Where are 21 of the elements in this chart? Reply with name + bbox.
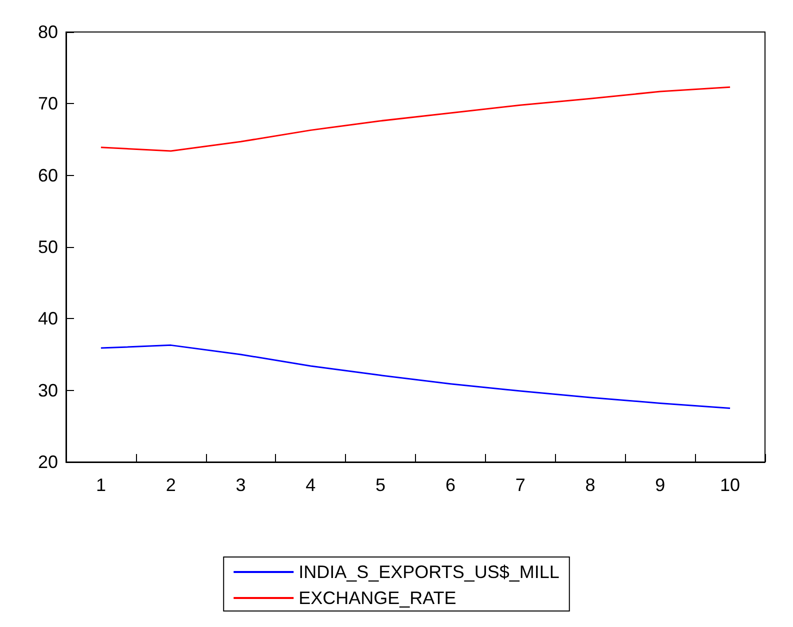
x-tick-label: 5: [376, 475, 386, 495]
y-tick-label: 20: [38, 452, 58, 472]
y-tick-label: 70: [38, 94, 58, 114]
legend-label: EXCHANGE_RATE: [298, 588, 456, 608]
x-tick-label: 2: [166, 475, 176, 495]
line-series: [100, 344, 731, 409]
y-tick-label: 80: [38, 22, 58, 42]
x-tick-label: 6: [445, 475, 456, 495]
y-tick-label: 50: [38, 237, 58, 257]
x-tick-label: 1: [96, 475, 106, 495]
y-tick-label: 30: [38, 380, 58, 400]
x-tick-label: 9: [655, 475, 666, 495]
line-series: [100, 86, 731, 152]
x-tick-label: 3: [236, 475, 246, 495]
x-tick-label: 4: [306, 475, 316, 495]
y-tick-label: 40: [38, 308, 58, 329]
y-tick-label: 60: [38, 165, 58, 186]
legend-label: INDIA_S_EXPORTS_US$_MILL: [298, 562, 560, 582]
x-tick-label: 7: [515, 475, 526, 495]
x-tick-label: 8: [585, 475, 596, 495]
x-tick-label: 10: [720, 475, 740, 495]
